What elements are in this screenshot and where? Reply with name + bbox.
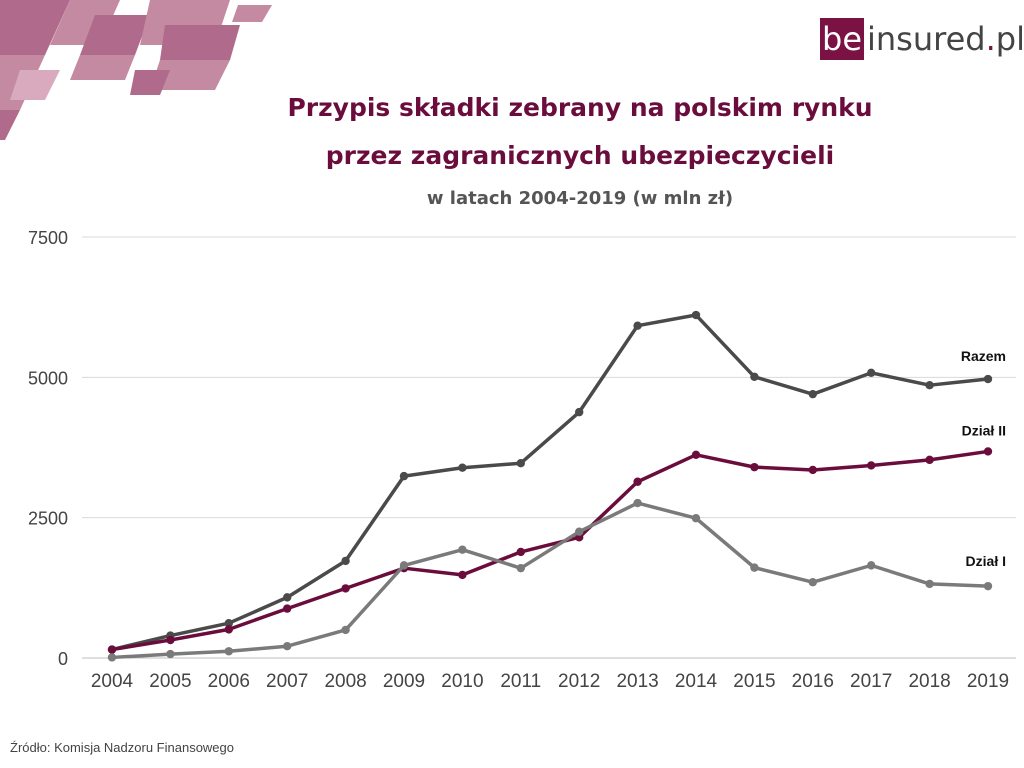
x-tick-label: 2005 xyxy=(149,671,191,692)
data-point xyxy=(341,556,350,566)
x-tick-label: 2009 xyxy=(383,671,425,692)
chart-title-line-2: przez zagranicznych ubezpieczycieli xyxy=(325,141,835,170)
data-point xyxy=(166,635,175,645)
decor-shape xyxy=(160,25,240,60)
y-tick-label: 2500 xyxy=(28,509,68,529)
data-point xyxy=(691,310,701,320)
series-line xyxy=(111,501,989,660)
decor-shape xyxy=(80,15,150,55)
y-tick-label: 0 xyxy=(58,649,68,669)
y-tick-label: 5000 xyxy=(28,368,68,388)
x-tick-label: 2013 xyxy=(616,671,658,692)
data-point xyxy=(983,447,993,456)
data-point xyxy=(283,593,292,602)
series-line xyxy=(111,449,989,652)
data-point xyxy=(283,642,292,651)
x-tick-label: 2008 xyxy=(324,671,366,692)
series-label: Dział II xyxy=(962,422,1006,438)
data-point xyxy=(166,649,175,659)
data-point xyxy=(575,407,584,417)
x-tick-label: 2017 xyxy=(850,671,892,692)
data-point xyxy=(107,645,117,654)
decor-shape xyxy=(150,60,230,90)
data-point xyxy=(750,563,759,572)
decor-shape xyxy=(232,5,272,22)
data-point xyxy=(575,527,584,536)
data-point xyxy=(867,561,876,570)
x-tick-label: 2012 xyxy=(558,671,600,692)
data-point xyxy=(983,581,993,591)
brand-logo: be insured . pl xyxy=(820,18,1024,60)
logo-part-pl: pl xyxy=(995,20,1024,58)
data-point xyxy=(516,563,525,573)
chart-title-line-1: Przypis składki zebrany na polskim rynku xyxy=(287,93,873,122)
data-point xyxy=(808,389,817,399)
data-point xyxy=(516,459,525,468)
data-point xyxy=(224,625,233,634)
data-point xyxy=(867,368,876,378)
data-point xyxy=(633,321,642,330)
series-label: Dział I xyxy=(966,553,1006,569)
data-point xyxy=(341,584,350,593)
data-point xyxy=(750,462,759,472)
decorative-hexagon-pattern xyxy=(0,0,272,140)
x-tick-label: 2006 xyxy=(208,671,250,692)
x-tick-label: 2016 xyxy=(792,671,834,692)
data-point xyxy=(107,653,117,662)
logo-dot: . xyxy=(985,20,996,58)
decor-shape xyxy=(130,70,170,95)
logo-part-insured: insured xyxy=(867,20,986,58)
data-point xyxy=(925,380,934,390)
decor-shape xyxy=(0,110,20,140)
series-line xyxy=(111,313,989,652)
data-point xyxy=(224,647,233,656)
x-tick-label: 2014 xyxy=(675,671,718,692)
x-tick-label: 2007 xyxy=(266,671,308,692)
data-point xyxy=(224,618,233,628)
data-point xyxy=(808,465,817,475)
data-point xyxy=(283,604,292,613)
x-tick-label: 2018 xyxy=(908,671,950,692)
data-point xyxy=(633,477,642,486)
x-tick-label: 2019 xyxy=(967,671,1009,692)
data-point xyxy=(516,547,525,557)
decor-shape xyxy=(0,0,70,55)
data-point xyxy=(458,463,467,472)
series-label: Razem xyxy=(961,348,1006,364)
logo-part-be: be xyxy=(820,18,864,60)
data-point xyxy=(458,570,467,580)
data-point xyxy=(691,514,701,523)
data-point xyxy=(925,579,934,589)
x-tick-label: 2011 xyxy=(500,671,541,692)
x-tick-label: 2004 xyxy=(91,671,134,692)
decor-shape xyxy=(10,70,60,100)
data-point xyxy=(633,498,642,508)
data-point xyxy=(691,450,701,459)
x-tick-label: 2010 xyxy=(441,671,483,692)
data-point xyxy=(925,455,934,465)
data-point xyxy=(808,578,817,587)
data-point xyxy=(867,461,876,470)
data-point xyxy=(750,372,759,381)
data-point xyxy=(458,545,467,554)
x-tick-label: 2015 xyxy=(733,671,775,692)
data-point xyxy=(399,561,409,570)
source-note: Źródło: Komisja Nadzoru Finansowego xyxy=(10,740,234,755)
data-point xyxy=(341,625,350,635)
y-tick-label: 7500 xyxy=(28,228,68,248)
chart-subtitle: w latach 2004-2019 (w mln zł) xyxy=(426,188,734,209)
data-point xyxy=(399,471,409,481)
decor-shape xyxy=(70,55,135,80)
data-point xyxy=(983,374,993,384)
